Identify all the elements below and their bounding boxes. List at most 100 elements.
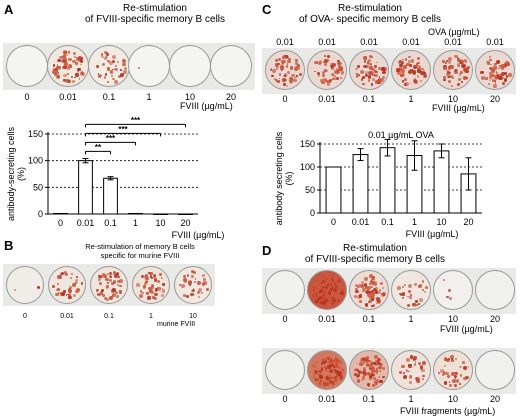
well-spot [480,75,485,80]
well-spot [401,364,405,369]
panel-c-chart: 0 50 100 150 0 0.01 0.1 1 10 20 FVIII (µg/mL) antib… [274,130,482,239]
well-spot [317,285,321,289]
well-spot [364,73,368,78]
well-spot [377,362,381,365]
well-spot [143,275,148,280]
well-spot [374,286,379,291]
well-spot [323,384,327,388]
well-spot [332,382,336,386]
panel-c-title-line2: of OVA- specific memory B cells [298,14,442,25]
well-spot [417,66,422,71]
well-spot [315,296,319,300]
well-spot [408,364,412,368]
well-spot [363,59,367,63]
panel-c-well [307,50,347,90]
well-spot [106,298,109,301]
well-spot [70,276,72,279]
well-spot [183,293,187,297]
well-spot [447,80,451,84]
well-spot [281,69,284,72]
panel-d-row2-unit: FVIII fragments (µg/mL) [400,406,496,416]
well-spot [315,360,318,363]
well-spot [67,288,71,292]
well-spot [115,292,118,295]
well-spot [320,281,322,284]
well-spot [98,274,102,279]
well-label: 0.01 [318,394,336,404]
well-spot [327,298,332,303]
well-spot [52,284,56,288]
well-spot [369,367,373,371]
well-spot [325,79,330,84]
well-spot [409,68,412,71]
well-spot [340,71,344,75]
well-spot [114,290,117,293]
well-spot [446,296,449,299]
well-spot [286,85,289,87]
well-spot [119,284,122,288]
well-spot [404,58,407,61]
well-spot [188,281,192,285]
well-spot [367,286,372,291]
well-spot [323,375,327,380]
well-spot [326,365,331,370]
well-spot [336,298,341,303]
well-spot [72,59,76,64]
well-spot [334,362,337,365]
well-spot [331,376,335,380]
well-spot [153,297,157,301]
well-label: 20 [489,394,500,404]
well-spot [97,72,100,75]
well-spot [58,55,62,59]
well-spot [355,283,359,287]
well-spot [358,299,363,304]
panel-b-well [174,266,212,304]
well-spot [369,65,374,70]
well-spot [62,293,65,296]
x-tick-label: 10 [155,218,165,228]
well-spot [340,287,343,291]
x-tick-label: 0.01 [77,218,95,228]
panel-a-title-line2: of FVIII-specific memory B cells [84,14,226,25]
well-spot [323,77,328,82]
well-spot [456,63,461,67]
well-spot [463,376,467,381]
well-spot [409,375,413,378]
well-spot [446,60,448,62]
panel-a-unit: FVIII (µg/mL) [180,101,233,111]
well-spot [504,63,508,67]
well-spot [323,68,328,73]
well-spot [378,76,381,78]
well-spot [109,70,113,74]
well-spot [276,62,280,66]
well-spot [417,302,420,305]
well-spot [399,292,404,297]
well-spot [373,297,376,300]
well-spot [382,287,384,290]
well-spot [101,273,105,277]
panel-a-well [128,45,170,87]
well-spot [139,293,144,298]
well-spot [108,61,113,66]
panel-d-well [475,350,515,390]
well-spot [337,59,340,63]
well-spot [408,380,413,384]
well-spot [403,371,405,374]
panel-b-well [132,266,170,304]
x-tick-label: 10 [436,217,446,227]
well-spot [375,368,379,372]
well-spot [421,67,424,70]
well-spot [101,288,104,292]
well-spot [505,75,508,78]
well-spot [283,83,286,87]
well-spot [74,278,79,283]
well-spot [197,281,201,285]
well-spot [320,368,324,371]
well-spot [68,58,72,62]
well-spot [57,283,60,285]
well-spot [269,69,273,72]
well-spot [330,66,334,70]
well-spot [371,292,375,296]
well-spot [280,66,284,70]
well-spot [104,56,108,60]
